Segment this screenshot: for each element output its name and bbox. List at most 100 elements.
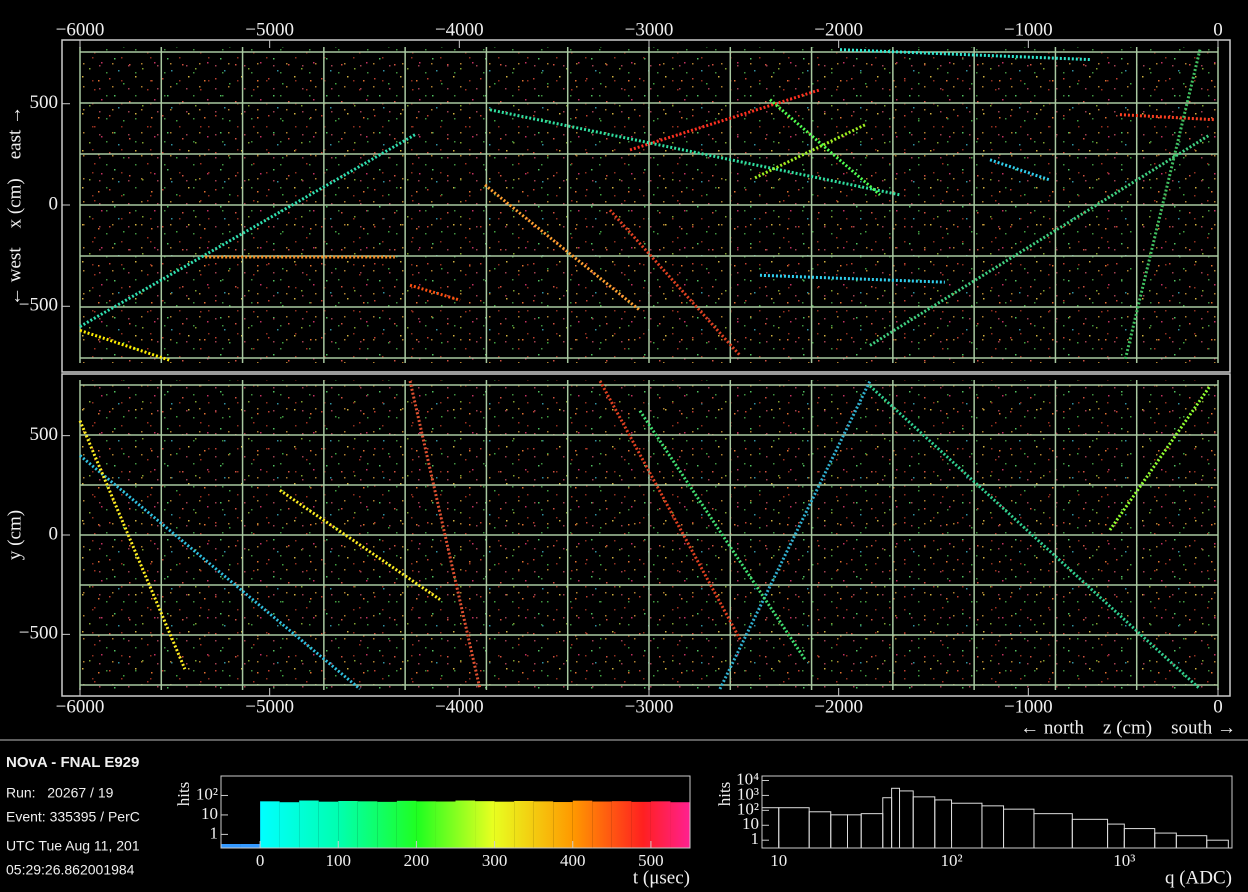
hist-bin [377,801,397,848]
hist-bin [882,797,893,849]
hist-bin [934,799,953,849]
track [409,283,461,302]
hist-bin [830,814,849,849]
track [754,123,866,180]
hist-bin [778,807,810,849]
x-tick-label: −4000 [435,19,484,40]
y-axis-label: y (cm) [4,510,25,560]
x-tick-label: −2000 [814,19,863,40]
hist-bin [891,787,901,849]
hist-bin [260,801,280,848]
hist-bin [240,844,261,848]
hist-bin [1107,823,1125,849]
hist-bin [1154,832,1177,849]
hist-bin [455,800,476,848]
y-tick-label: 10² [196,784,218,803]
x-tick-label: 300 [482,851,508,870]
track [869,133,1211,347]
y-tick-label: −500 [19,295,58,316]
track [483,183,641,312]
x-tick-label: −3000 [625,19,674,40]
hist-bin [494,801,515,848]
hist-bin [1175,835,1208,849]
hist-bin [1206,839,1229,849]
hist-bin [611,801,632,848]
hist-bin [318,801,339,848]
hist-bin [592,801,612,848]
y-tick-label: 500 [30,424,59,445]
hist-bin [514,800,534,848]
y-tick-label: 1 [751,829,760,848]
x-tick-label: 0 [256,851,265,870]
y-tick-label: 10³ [737,784,759,803]
x-tick-label: −6000 [56,696,105,717]
track [598,380,742,641]
x-tick-label: −6000 [56,19,105,40]
hist-bin [1123,828,1156,849]
x-tick-label: −1000 [1004,696,1053,717]
track [408,380,482,690]
track [608,209,742,357]
hist-bin [650,801,671,848]
hist-bin [553,802,573,848]
hist-bin [761,807,780,849]
x-tick-label: −4000 [435,696,484,717]
experiment: NOvA - FNAL E929 [6,754,139,771]
y-axis-label: ← west x (cm) east → [4,106,25,306]
y-tick-label: 0 [49,193,59,214]
event: Event: 335395 / PerC [6,809,140,825]
hist-bin [1033,813,1073,849]
x-tick-label: 10² [940,851,962,870]
y-tick-label: 10 [201,804,218,823]
hist-bin [631,801,651,848]
y-tick-label: 10⁴ [736,769,759,788]
hist-frame [220,775,691,849]
x-axis-label: ← north z (cm) south → [1020,717,1236,738]
hist-bin [475,801,495,848]
hist-bin [860,813,884,849]
track [79,133,416,328]
x-tick-label: −3000 [625,696,674,717]
hist-bin [396,800,417,848]
track [638,409,807,661]
x-tick-label: 400 [560,851,586,870]
track [1108,385,1212,531]
y-tick-label: 500 [30,92,59,113]
track [769,98,881,197]
x-tick-label: −5000 [245,696,294,717]
y-tick-label: 10 [742,814,759,833]
track [1123,49,1202,361]
x-tick-label: 100 [326,851,352,870]
track [989,158,1051,182]
y-tick-label: 0 [49,523,59,544]
time: 05:29:26.862001984 [6,862,135,878]
y-axis-label: hits [174,782,193,807]
x-tick-label: 10 [770,851,787,870]
track [839,48,1091,62]
panel-frame [61,39,1231,373]
hist-bin [299,800,319,848]
track [79,454,361,691]
y-tick-label: 1 [210,823,219,842]
hist-bin [899,790,914,849]
x-axis-label: q (ADC) [1165,867,1232,888]
x-tick-label: 0 [1213,19,1223,40]
hist-bin [279,802,300,848]
x-tick-label: 200 [404,851,430,870]
hist-bin [670,802,690,848]
track [78,420,187,670]
y-tick-label: −500 [19,623,58,644]
x-tick-label: −2000 [814,696,863,717]
x-tick-label: 10³ [1113,851,1135,870]
hist-bin [357,801,378,848]
hist-bin [912,796,936,849]
hist-bin [221,844,241,848]
x-tick-label: 500 [638,851,664,870]
hist-frame [761,775,1233,849]
hist-bin [572,800,593,848]
hist-bin [435,801,456,848]
hist-bin [338,800,358,848]
hist-bin [416,801,436,848]
hist-bin [1003,808,1035,849]
